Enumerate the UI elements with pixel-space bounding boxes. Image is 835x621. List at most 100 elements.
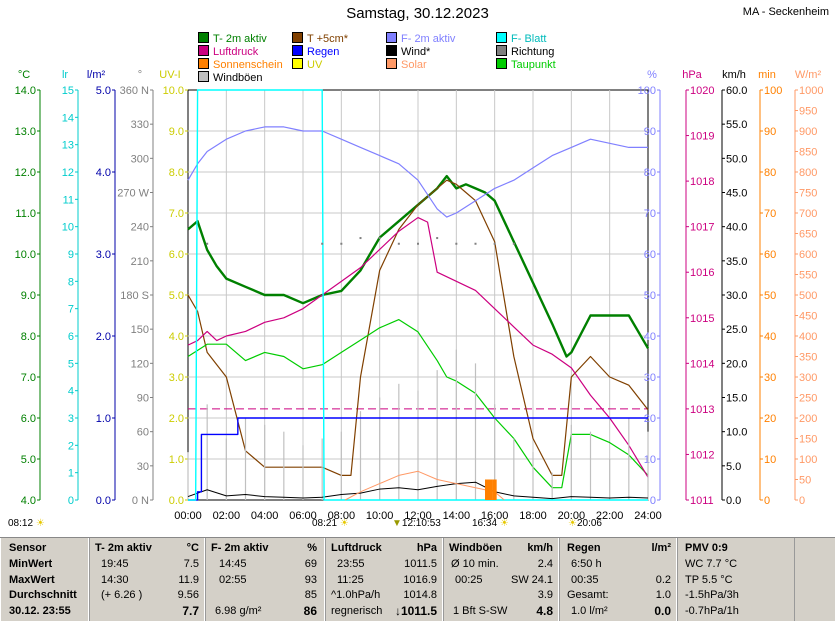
axis-tick-label: 800 [799,167,817,179]
axis-tick-label: 30 [764,372,776,384]
legend-swatch [496,45,507,56]
legend-swatch [198,45,209,56]
axis-unit-label: % [647,69,657,81]
legend-item: Luftdruck [198,45,258,58]
axis-tick-label: 50.0 [726,153,747,165]
sunset-label: ☀20:06 [568,518,602,529]
axis-tick-label: 8 [68,276,74,288]
axis-tick-label: 70 [644,208,656,220]
series-richtung-point [455,242,458,245]
axis-tick-label: 100 [638,85,656,97]
legend-label: T- 2m aktiv [213,33,267,45]
legend-swatch [198,58,209,69]
axis-tick-label: 13 [62,140,74,152]
pmv-column: PMV 0:9 WC 7.7 °C TP 5.5 °C -1.5hPa/3h -… [676,538,795,621]
axis-tick-label: 1016 [690,267,714,279]
axis-tick-label: 0 [799,495,805,507]
axis-tick-label: 5.0 [726,461,741,473]
axis-tick-label: 0.0 [726,495,741,507]
axis-tick-label: 30.0 [726,290,747,302]
axis-tick-label: 300 [131,153,149,165]
axis-tick-label: 5.0 [21,454,36,466]
axis-tick-label: 1018 [690,176,714,188]
axis-tick-label: 500 [799,290,817,302]
x-tick-label: 16:00 [481,510,509,522]
legend-label: UV [307,59,323,71]
axis-tick-label: 1019 [690,131,714,143]
axis-tick-label: 700 [799,208,817,220]
legend-swatch [198,71,209,82]
series-f-2m-aktiv-line [187,126,648,218]
sun-label-left: 08:12 ☀ [8,518,45,529]
x-tick-label: 24:00 [634,510,662,522]
axis-tick-label: 250 [799,393,817,405]
axis-tick-label: 14 [62,112,74,124]
legend-label: Wind* [401,46,431,58]
axis-tick-label: 1011 [690,495,714,507]
axis-tick-label: 900 [799,126,817,138]
series-richtung-point [436,237,439,240]
axis-tick-label: 15 [62,85,74,97]
axis-unit-label: km/h [722,69,746,81]
axis-tick-label: 2 [68,440,74,452]
axis-tick-label: 15.0 [726,393,747,405]
x-tick-label: 02:00 [213,510,241,522]
legend-label: Solar [401,59,427,71]
axis-tick-label: 6 [68,331,74,343]
axis-tick-label: 0 [68,495,74,507]
axis-tick-label: 45.0 [726,188,747,200]
legend-item: Regen [292,45,339,58]
axis-tick-label: 950 [799,106,817,118]
axis-tick-label: 20.0 [726,358,747,370]
axis-tick-label: 50 [644,290,656,302]
axis-tick-label: 10.0 [15,249,36,261]
series-sonnenschein-bar [488,479,493,500]
axis-tick-label: 70 [764,208,776,220]
axis-unit-label: °C [18,69,30,81]
axis-tick-label: 7.0 [169,208,184,220]
axis-tick-label: 4.0 [96,167,111,179]
weather-chart: 00:00 02:00 04:00 06:00 08:00 10:00 12:00 14:00… [15,69,824,522]
legend-item: Sonnenschein [198,58,283,71]
axis-tick-label: 1012 [690,449,714,461]
axis-tick-label: 90 [644,126,656,138]
axis-tick-label: 11.0 [15,208,36,220]
legend-item: Windböen [198,71,263,84]
series-taupunkt-line [187,319,649,489]
axis-tick-label: 5.0 [169,290,184,302]
axis-tick-label: 7 [68,304,74,316]
axis-tick-label: 1 [68,468,74,480]
axis-tick-label: 80 [644,167,656,179]
series-richtung-point [187,242,189,245]
axis-tick-label: 3 [68,413,74,425]
axis-tick-label: 90 [137,393,149,405]
axis-tick-label: 3.0 [169,372,184,384]
axis-tick-label: 5 [68,358,74,370]
legend-label: F- Blatt [511,33,547,45]
x-tick-label: 12:00 [404,510,432,522]
axis-tick-label: 150 [131,324,149,336]
series-sonnenschein-bar [492,479,497,500]
axis-tick-label: 0.0 [96,495,111,507]
axis-tick-label: 1020 [690,85,714,97]
sunrise-label: 08:21 ☀ [312,518,349,529]
legend-swatch [386,45,397,56]
axis-tick-label: 0 [764,495,770,507]
x-tick-label: 10:00 [366,510,394,522]
axis-tick-label: 1.0 [169,454,184,466]
series-richtung-point [206,242,209,245]
axis-tick-label: 8.0 [21,331,36,343]
axis-tick-label: 9.0 [169,126,184,138]
axis-tick-label: 40 [644,331,656,343]
wind-column: Windböen km/h Ø 10 min. 2.4 00:25 SW 24.1 3.… [442,538,560,621]
axis-tick-label: 750 [799,188,817,200]
axis-tick-label: 3.0 [96,249,111,261]
legend-item: F- 2m aktiv [386,32,455,45]
axis-tick-label: 60 [764,249,776,261]
axis-tick-label: 10 [764,454,776,466]
axis-tick-label: 14.0 [15,85,36,97]
axis-tick-label: 55.0 [726,119,747,131]
axis-unit-label: hPa [682,69,702,81]
axis-tick-label: 40 [764,331,776,343]
axis-tick-label: 180 S [120,290,149,302]
